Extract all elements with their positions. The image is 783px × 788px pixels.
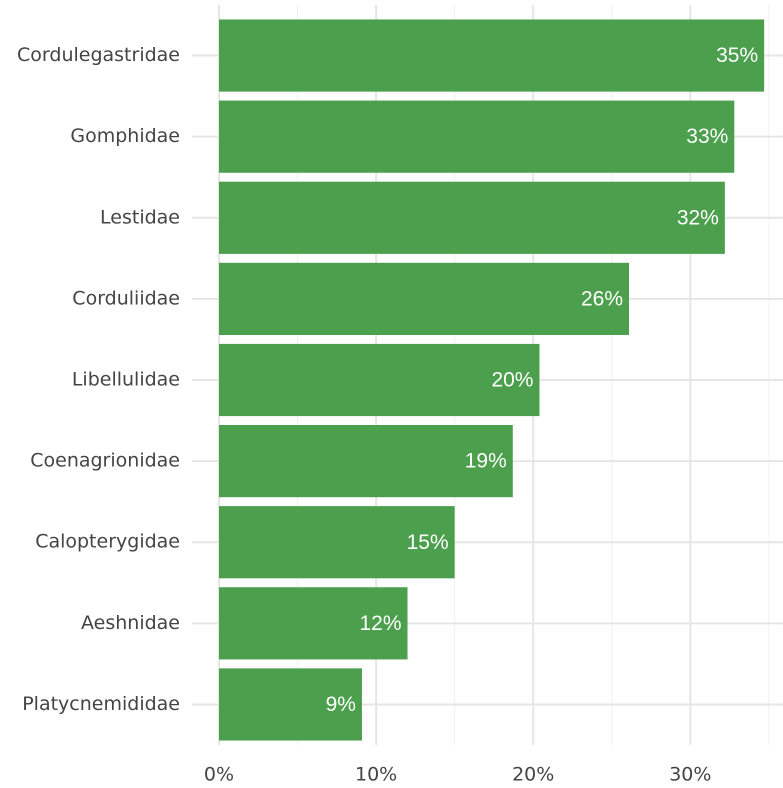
value-label: 35%	[716, 44, 758, 67]
bar	[219, 343, 540, 417]
value-label: 32%	[677, 206, 719, 229]
y-tick-label: Coenagrionidae	[30, 450, 180, 472]
y-tick-label: Lestidae	[100, 206, 180, 228]
bar	[219, 668, 362, 741]
bar	[219, 425, 513, 498]
x-tick-label: 0%	[204, 764, 234, 786]
value-label: 33%	[686, 125, 728, 148]
bar	[219, 181, 725, 254]
y-tick-label: Aeshnidae	[81, 612, 180, 634]
value-label: 20%	[491, 369, 533, 392]
x-tick-label: 20%	[512, 764, 554, 786]
bar	[219, 506, 455, 579]
bar	[219, 262, 630, 335]
value-label: 15%	[407, 531, 449, 554]
y-tick-label: Corduliidae	[72, 287, 180, 309]
bar	[219, 19, 765, 92]
value-label: 12%	[359, 612, 401, 635]
y-tick-label: Calopterygidae	[35, 531, 180, 553]
bar	[219, 100, 735, 173]
y-tick-label: Cordulegastridae	[17, 44, 180, 66]
value-label: 19%	[465, 450, 507, 473]
y-tick-label: Platycnemididae	[22, 693, 180, 715]
x-tick-label: 30%	[669, 764, 711, 786]
x-tick-label: 10%	[355, 764, 397, 786]
value-label: 9%	[326, 693, 356, 716]
value-label: 26%	[581, 287, 623, 310]
bar	[219, 587, 408, 660]
y-tick-label: Libellulidae	[72, 369, 180, 391]
y-tick-label: Gomphidae	[70, 125, 180, 147]
